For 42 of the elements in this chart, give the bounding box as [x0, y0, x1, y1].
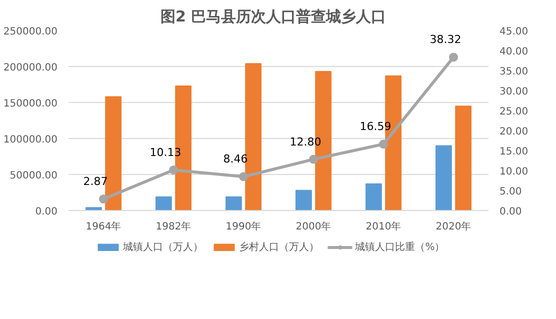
y-tick-label: 50000.00 [10, 170, 58, 182]
x-tick-label: 1982年 [156, 220, 192, 232]
y-tick-label: 150000.00 [3, 98, 58, 110]
legend-label: 乡村人口（万人） [239, 240, 320, 254]
bar [156, 196, 172, 210]
point [99, 194, 108, 204]
point [309, 154, 318, 164]
point [449, 52, 458, 62]
x-tick-label: 1990年 [226, 220, 262, 232]
bar [366, 183, 382, 210]
y2-tick-label: 5.00 [500, 186, 522, 198]
y-tick-label: 100000.00 [3, 134, 58, 146]
bar [245, 63, 262, 210]
data-label: 38.32 [430, 33, 462, 46]
point [239, 172, 248, 182]
legend-label: 城镇人口比重（%） [355, 240, 445, 254]
x-tick-label: 2020年 [436, 220, 472, 232]
point [169, 165, 178, 174]
bar [86, 207, 102, 210]
y2-tick-label: 35.00 [500, 66, 528, 78]
x-tick-label: 1964年 [86, 220, 122, 232]
bar [105, 96, 122, 210]
y2-tick-label: 20.00 [500, 126, 528, 138]
chart-title: 图2 巴马县历次人口普查城乡人口 [160, 8, 386, 26]
y2-tick-label: 25.00 [500, 106, 528, 118]
y2-tick-label: 0.00 [500, 206, 522, 218]
y-tick-label: 0.00 [35, 206, 58, 218]
x-tick-label: 2000年 [296, 220, 332, 232]
point [379, 140, 388, 149]
y2-tick-label: 10.00 [500, 166, 528, 178]
bar [226, 196, 242, 210]
bar [455, 106, 472, 210]
y2-tick-label: 45.00 [500, 26, 528, 38]
y-tick-label: 200000.00 [3, 62, 58, 74]
y2-tick-label: 30.00 [500, 86, 528, 98]
y2-tick-label: 40.00 [500, 46, 528, 58]
bar [436, 145, 452, 210]
y2-tick-label: 15.00 [500, 146, 528, 158]
legend-label: 城镇人口（万人） [123, 240, 204, 254]
bar [296, 190, 312, 210]
x-tick-label: 2010年 [366, 220, 402, 232]
y-tick-label: 250000.00 [3, 26, 58, 38]
